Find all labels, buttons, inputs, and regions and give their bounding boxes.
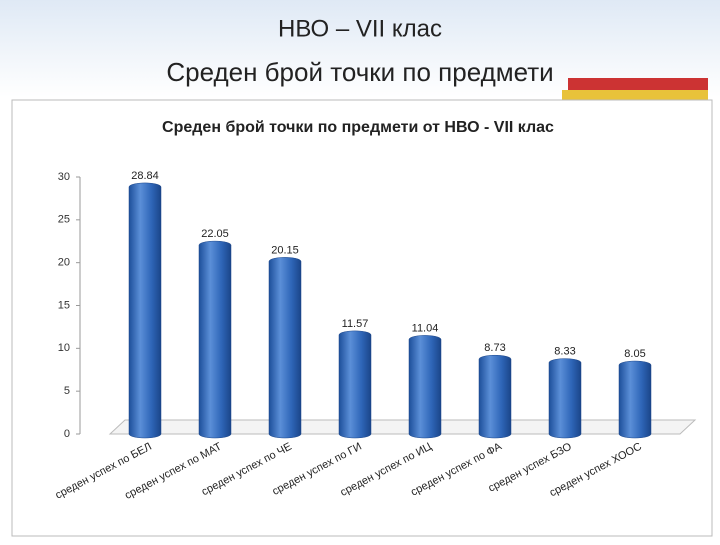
bar <box>548 358 582 439</box>
y-tick-label: 5 <box>64 385 70 397</box>
floor <box>108 419 697 435</box>
bar <box>338 330 372 439</box>
chart-title: Среден брой точки по предмети от НВО - V… <box>162 119 554 136</box>
value-label: 8.05 <box>624 348 645 360</box>
value-label: 8.73 <box>484 342 505 354</box>
bar <box>268 257 302 439</box>
y-tick-label: 30 <box>58 171 70 183</box>
value-label: 8.33 <box>554 346 575 358</box>
y-tick-label: 25 <box>58 214 70 226</box>
slide-subtitle: Среден брой точки по предмети <box>166 57 553 87</box>
y-tick-label: 10 <box>58 342 70 354</box>
value-label: 22.05 <box>201 228 229 240</box>
value-label: 11.04 <box>412 322 439 334</box>
chart-frame <box>11 99 713 537</box>
bar <box>198 240 232 439</box>
bar <box>478 354 512 439</box>
value-label: 11.57 <box>342 318 369 330</box>
bar <box>408 335 442 439</box>
bar <box>128 182 162 439</box>
y-tick-label: 20 <box>58 257 70 269</box>
value-label: 28.84 <box>131 170 159 182</box>
value-label: 20.15 <box>271 244 299 256</box>
y-tick-label: 0 <box>64 428 70 440</box>
slide-title: НВО – VII клас <box>278 15 442 42</box>
bar <box>618 360 652 439</box>
y-tick-label: 15 <box>58 299 70 311</box>
